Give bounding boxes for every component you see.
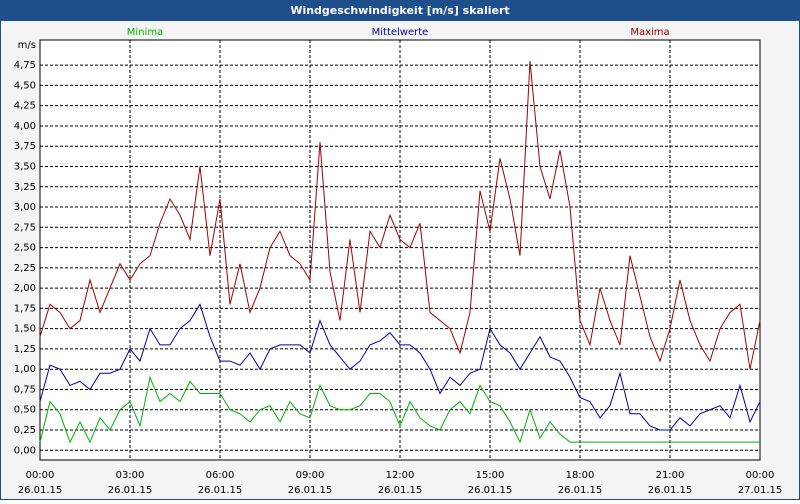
legend-label: Minima	[127, 27, 163, 38]
x-tick-date: 26.01.15	[468, 485, 513, 496]
x-tick-label: 09:00	[296, 470, 325, 481]
x-tick-date: 26.01.15	[648, 485, 693, 496]
data-line	[39, 303, 761, 431]
y-tick-label: 0,25	[14, 425, 36, 436]
x-tick-date: 26.01.15	[558, 485, 603, 496]
x-tick-label: 00:00	[746, 470, 775, 481]
y-tick-label: 2,00	[14, 283, 36, 294]
x-tick-label: 12:00	[386, 470, 415, 481]
x-tick-date: 26.01.15	[288, 485, 333, 496]
y-tick-label: 4,00	[14, 121, 36, 132]
y-tick-label: 3,00	[14, 202, 36, 213]
y-tick-label: 4,25	[14, 101, 36, 112]
y-tick-label: 4,75	[14, 60, 36, 71]
y-tick-label: 2,75	[14, 222, 36, 233]
y-tick-label: 1,00	[14, 364, 36, 375]
y-unit: m/s	[18, 40, 36, 51]
x-tick-label: 00:00	[26, 470, 55, 481]
x-tick-date: 26.01.15	[378, 485, 423, 496]
y-tick-label: 2,25	[14, 263, 36, 274]
legend-label: Maxima	[630, 27, 669, 38]
x-tick-date: 26.01.15	[198, 485, 243, 496]
y-tick-label: 0,75	[14, 384, 36, 395]
y-tick-label: 3,75	[14, 141, 36, 152]
x-tick-label: 18:00	[566, 470, 595, 481]
x-tick-date: 26.01.15	[18, 485, 63, 496]
chart-title: Windgeschwindigkeit [m/s] skaliert	[290, 4, 509, 17]
title-bar	[0, 0, 800, 21]
legend-label: Mittelwerte	[372, 27, 429, 38]
y-tick-label: 0,00	[14, 445, 36, 456]
x-tick-date: 26.01.15	[108, 485, 153, 496]
data-line	[39, 61, 761, 370]
y-tick-label: 2,50	[14, 243, 36, 254]
y-tick-label: 3,25	[14, 182, 36, 193]
data-line	[39, 375, 760, 444]
y-tick-label: 0,50	[14, 405, 36, 416]
y-tick-label: 1,25	[14, 344, 36, 355]
x-tick-label: 03:00	[116, 470, 145, 481]
y-tick-label: 1,50	[14, 324, 36, 335]
x-tick-label: 21:00	[656, 470, 685, 481]
y-tick-label: 3,50	[14, 161, 36, 172]
y-tick-label: 4,50	[14, 80, 36, 91]
x-tick-label: 15:00	[476, 470, 505, 481]
y-tick-label: 1,75	[14, 303, 36, 314]
x-tick-date: 27.01.15	[738, 485, 783, 496]
x-tick-label: 06:00	[206, 470, 235, 481]
